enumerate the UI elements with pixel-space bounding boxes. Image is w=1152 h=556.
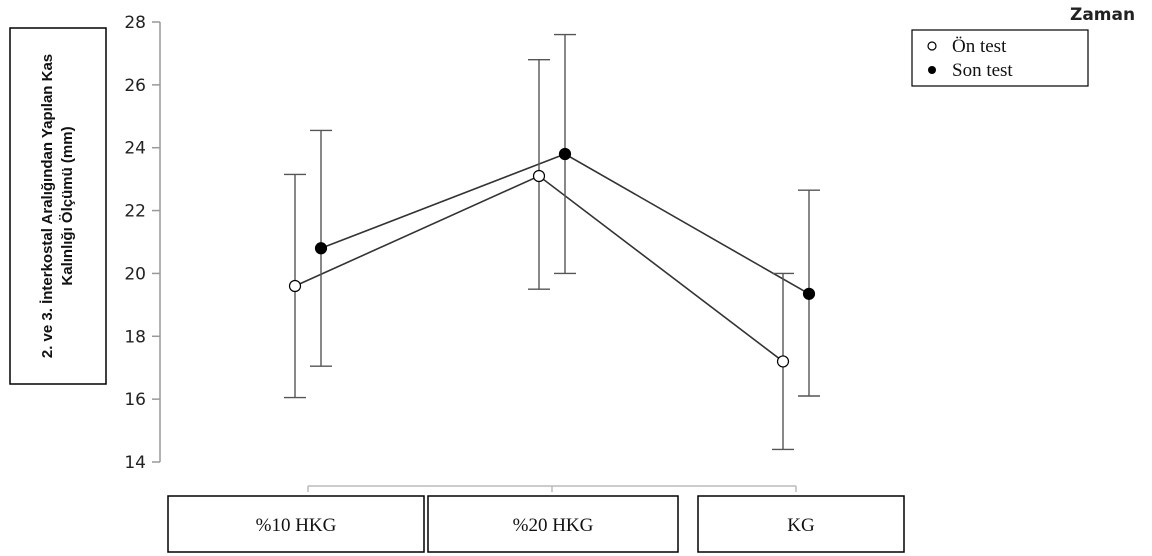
y-tick-label: 26	[124, 76, 146, 96]
y-axis-label-line2: Kalınlığı Ölçümü (mm)	[59, 126, 76, 285]
category-boxes: %10 HKG %20 HKG KG	[167, 495, 905, 553]
category-box	[427, 495, 679, 553]
y-tick-label: 18	[124, 327, 146, 347]
data-point	[532, 169, 546, 183]
y-tick-label: 16	[124, 390, 146, 410]
category-label: KG	[787, 515, 815, 536]
data-point	[314, 242, 328, 255]
error-bars	[284, 33, 820, 451]
y-tick-label: 22	[124, 202, 146, 222]
legend-label-son-test: Son test	[952, 60, 1013, 81]
y-tick-label: 14	[124, 453, 146, 473]
legend-title: Zaman	[1070, 5, 1135, 25]
data-point	[288, 279, 302, 293]
legend-marker-open	[927, 41, 937, 51]
y-tick-label: 28	[124, 13, 146, 33]
data-points	[288, 147, 816, 368]
y-ticks: 14 16 18 20 22 24 26 28	[124, 13, 160, 473]
data-point	[776, 355, 790, 368]
data-point	[558, 147, 572, 161]
category-label: %10 HKG	[256, 515, 337, 536]
data-point	[802, 287, 816, 300]
series-lines	[294, 153, 810, 363]
x-axis	[307, 485, 797, 492]
y-tick-label: 24	[124, 139, 146, 159]
y-axis-label-line1: 2. ve 3. İnterkostal Aralığından Yapılan…	[39, 54, 56, 358]
legend-marker-filled	[928, 66, 936, 74]
y-tick-label: 20	[124, 264, 146, 284]
legend-label-on-test: Ön test	[952, 36, 1007, 57]
category-box	[167, 495, 425, 553]
category-label: %20 HKG	[513, 515, 594, 536]
category-box	[697, 495, 905, 553]
y-axis-label-box	[9, 27, 107, 385]
legend-box	[911, 29, 1089, 87]
